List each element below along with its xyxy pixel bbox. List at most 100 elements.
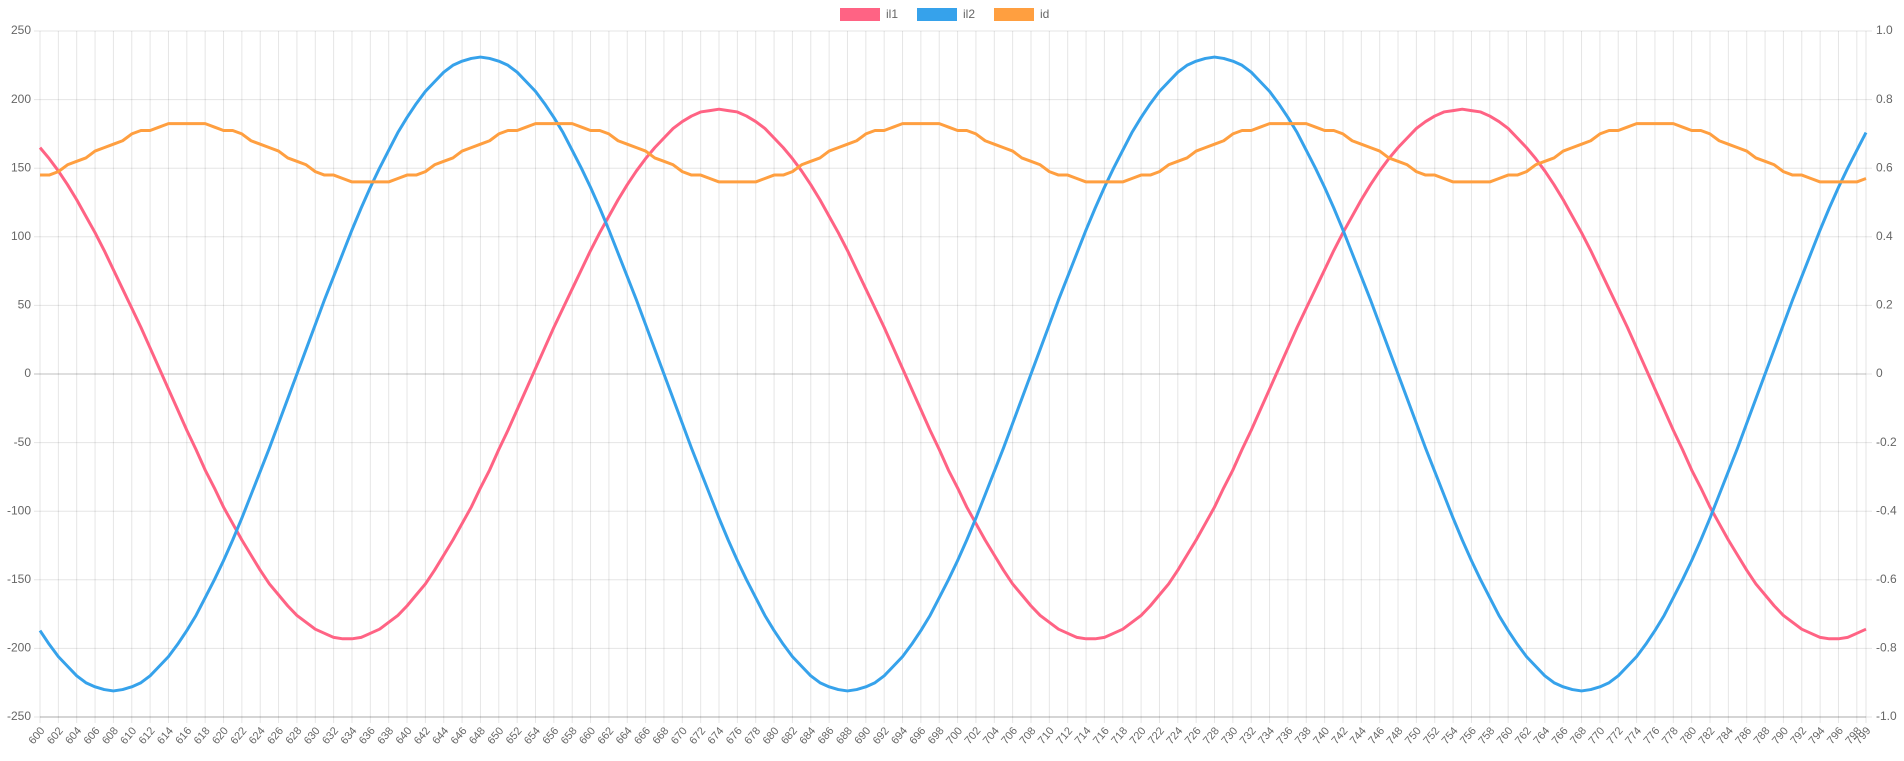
y2-tick-label: -0.2 <box>1876 435 1897 449</box>
x-tick-label: 618 <box>192 725 213 747</box>
x-tick-label: 690 <box>852 725 873 747</box>
x-tick-label: 718 <box>1109 725 1130 747</box>
x-tick-label: 628 <box>283 725 304 747</box>
x-tick-label: 740 <box>1311 725 1332 747</box>
x-tick-label: 792 <box>1788 725 1809 747</box>
x-tick-label: 634 <box>339 725 360 747</box>
x-tick-label: 692 <box>871 725 892 747</box>
x-tick-label: 754 <box>1440 725 1461 747</box>
x-tick-label: 796 <box>1825 725 1846 747</box>
x-tick-label: 734 <box>1256 725 1277 747</box>
x-tick-label: 710 <box>1036 725 1057 747</box>
x-tick-label: 760 <box>1495 725 1516 747</box>
x-tick-label: 782 <box>1697 725 1718 747</box>
x-tick-label: 736 <box>1274 725 1295 747</box>
x-tick-label: 744 <box>1348 725 1369 747</box>
x-tick-label: 708 <box>1018 725 1039 747</box>
x-tick-label: 706 <box>999 725 1020 747</box>
x-tick-label: 790 <box>1770 725 1791 747</box>
y2-tick-label: -0.8 <box>1876 641 1897 655</box>
legend-swatch[interactable] <box>994 8 1034 21</box>
x-tick-label: 654 <box>522 725 543 747</box>
x-tick-label: 676 <box>724 725 745 747</box>
x-tick-label: 770 <box>1586 725 1607 747</box>
legend-swatch[interactable] <box>840 8 880 21</box>
x-tick-label: 682 <box>779 725 800 747</box>
x-tick-label: 656 <box>540 725 561 747</box>
x-tick-label: 698 <box>926 725 947 747</box>
x-tick-label: 726 <box>1183 725 1204 747</box>
x-tick-label: 750 <box>1403 725 1424 747</box>
y2-tick-label: 0.8 <box>1876 92 1893 106</box>
x-tick-label: 642 <box>412 725 433 747</box>
x-tick-label: 686 <box>816 725 837 747</box>
y-tick-label: -250 <box>7 709 31 723</box>
x-tick-label: 746 <box>1366 725 1387 747</box>
x-tick-label: 700 <box>944 725 965 747</box>
x-tick-label: 660 <box>577 725 598 747</box>
x-tick-label: 610 <box>118 725 139 747</box>
y2-tick-label: 0.6 <box>1876 160 1893 174</box>
x-tick-label: 780 <box>1678 725 1699 747</box>
x-tick-label: 724 <box>1164 725 1185 747</box>
x-tick-label: 732 <box>1238 725 1259 747</box>
x-tick-label: 694 <box>889 725 910 747</box>
x-tick-label: 714 <box>1073 725 1094 747</box>
x-tick-label: 794 <box>1807 725 1828 747</box>
legend-label[interactable]: il2 <box>963 7 975 21</box>
x-tick-label: 664 <box>614 725 635 747</box>
y-tick-label: -200 <box>7 641 31 655</box>
x-tick-label: 678 <box>742 725 763 747</box>
x-tick-label: 670 <box>669 725 690 747</box>
x-tick-label: 716 <box>1091 725 1112 747</box>
x-tick-label: 636 <box>357 725 378 747</box>
x-tick-label: 624 <box>247 725 268 747</box>
x-tick-label: 766 <box>1550 725 1571 747</box>
x-tick-label: 764 <box>1531 725 1552 747</box>
legend-label[interactable]: il1 <box>886 7 898 21</box>
x-tick-label: 606 <box>82 725 103 747</box>
x-tick-label: 668 <box>650 725 671 747</box>
x-tick-label: 774 <box>1623 725 1644 747</box>
x-tick-label: 614 <box>155 725 176 747</box>
legend-swatch[interactable] <box>917 8 957 21</box>
series-line <box>38 55 1868 693</box>
x-tick-label: 674 <box>706 725 727 747</box>
x-tick-label: 758 <box>1476 725 1497 747</box>
x-tick-label: 638 <box>375 725 396 747</box>
y2-tick-label: -0.4 <box>1876 503 1897 517</box>
x-tick-label: 784 <box>1715 725 1736 747</box>
x-tick-label: 684 <box>797 725 818 747</box>
x-tick-label: 652 <box>504 725 525 747</box>
y-tick-label: 0 <box>24 366 31 380</box>
x-tick-label: 756 <box>1458 725 1479 747</box>
x-tick-label: 602 <box>45 725 66 747</box>
x-tick-label: 666 <box>632 725 653 747</box>
x-tick-label: 772 <box>1605 725 1626 747</box>
x-tick-label: 600 <box>27 725 48 747</box>
x-tick-label: 644 <box>430 725 451 747</box>
y2-tick-label: 0.2 <box>1876 298 1893 312</box>
series-line <box>38 107 1867 641</box>
x-tick-label: 632 <box>320 725 341 747</box>
legend-label[interactable]: id <box>1040 7 1049 21</box>
x-tick-label: 650 <box>485 725 506 747</box>
x-tick-label: 646 <box>449 725 470 747</box>
y-tick-label: 150 <box>11 160 31 174</box>
x-tick-label: 712 <box>1054 725 1075 747</box>
x-tick-label: 648 <box>467 725 488 747</box>
x-tick-label: 696 <box>907 725 928 747</box>
x-tick-label: 620 <box>210 725 231 747</box>
x-tick-label: 616 <box>173 725 194 747</box>
x-tick-label: 730 <box>1219 725 1240 747</box>
x-tick-label: 752 <box>1421 725 1442 747</box>
x-tick-label: 672 <box>687 725 708 747</box>
y-tick-label: 250 <box>11 23 31 37</box>
x-tick-label: 658 <box>559 725 580 747</box>
x-tick-label: 622 <box>228 725 249 747</box>
y2-tick-label: -0.6 <box>1876 572 1897 586</box>
x-tick-label: 604 <box>63 725 84 747</box>
x-tick-label: 768 <box>1568 725 1589 747</box>
x-tick-label: 762 <box>1513 725 1534 747</box>
